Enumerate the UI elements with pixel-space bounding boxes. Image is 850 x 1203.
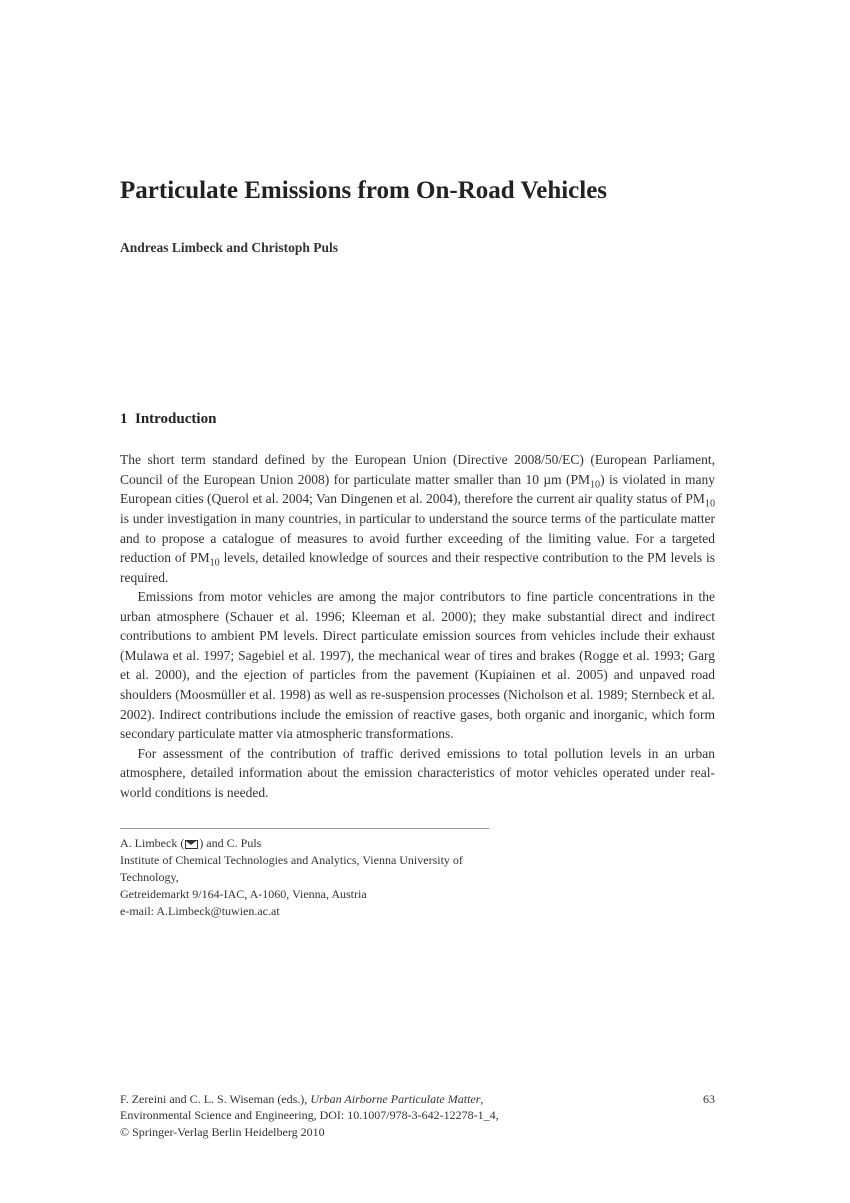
text-run: , <box>480 1092 483 1106</box>
footer-line: F. Zereini and C. L. S. Wiseman (eds.), … <box>120 1091 715 1108</box>
page-footer: 63 F. Zereini and C. L. S. Wiseman (eds.… <box>120 1091 715 1141</box>
paragraph: For assessment of the contribution of tr… <box>120 744 715 803</box>
text-run: A. Limbeck ( <box>120 836 184 850</box>
affil-institute: Institute of Chemical Technologies and A… <box>120 852 489 886</box>
subscript: 10 <box>705 499 715 510</box>
affiliation-block: A. Limbeck ( ) and C. Puls Institute of C… <box>120 828 489 919</box>
body-text: The short term standard defined by the E… <box>120 450 715 802</box>
chapter-title: Particulate Emissions from On-Road Vehic… <box>120 175 715 206</box>
affil-address: Getreidemarkt 9/164-IAC, A-1060, Vienna,… <box>120 886 489 903</box>
text-run: e-mail: <box>120 904 156 918</box>
paragraph: Emissions from motor vehicles are among … <box>120 587 715 744</box>
footer-line: Environmental Science and Engineering, D… <box>120 1107 715 1124</box>
mail-icon <box>185 840 198 849</box>
footer-copyright: © Springer-Verlag Berlin Heidelberg 2010 <box>120 1124 715 1141</box>
book-title: Urban Airborne Particulate Matter <box>310 1092 480 1106</box>
page: Particulate Emissions from On-Road Vehic… <box>0 0 850 1203</box>
text-run: F. Zereini and C. L. S. Wiseman (eds.), <box>120 1092 310 1106</box>
subscript: 10 <box>590 480 600 491</box>
page-number: 63 <box>703 1091 715 1108</box>
section-heading: 1 Introduction <box>120 411 715 428</box>
paragraph: The short term standard defined by the E… <box>120 450 715 587</box>
subscript: 10 <box>210 558 220 569</box>
text-run: ) and C. Puls <box>199 836 261 850</box>
email-text: A.Limbeck@tuwien.ac.at <box>156 904 279 918</box>
affil-names: A. Limbeck ( ) and C. Puls <box>120 835 489 852</box>
section-title: Introduction <box>135 411 216 427</box>
author-line: Andreas Limbeck and Christoph Puls <box>120 240 715 256</box>
affil-email: e-mail: A.Limbeck@tuwien.ac.at <box>120 903 489 920</box>
section-number: 1 <box>120 411 128 427</box>
